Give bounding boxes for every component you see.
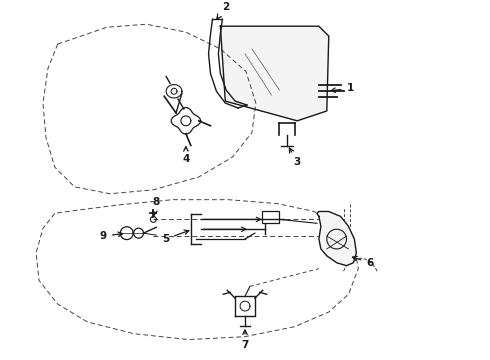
- Text: 2: 2: [217, 3, 229, 19]
- Text: 9: 9: [100, 231, 122, 241]
- Text: 7: 7: [241, 330, 249, 350]
- Bar: [262, 211, 279, 223]
- Text: 1: 1: [331, 83, 354, 93]
- Polygon shape: [317, 211, 356, 266]
- Text: 3: 3: [290, 148, 301, 167]
- Text: 8: 8: [152, 197, 160, 215]
- Text: 5: 5: [162, 230, 189, 244]
- Polygon shape: [220, 26, 329, 121]
- Text: 6: 6: [352, 256, 373, 268]
- Text: 4: 4: [182, 147, 190, 164]
